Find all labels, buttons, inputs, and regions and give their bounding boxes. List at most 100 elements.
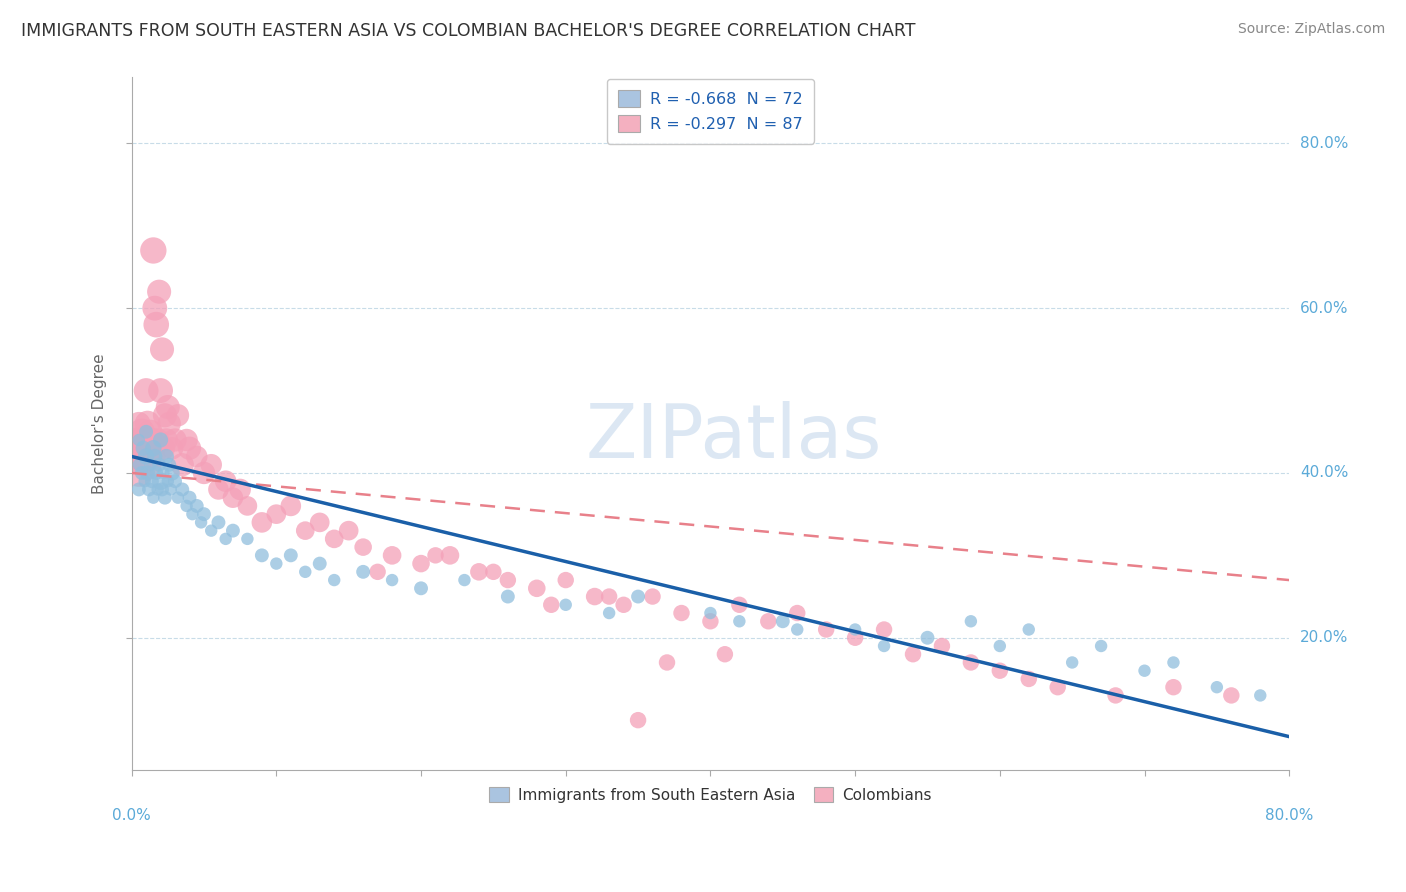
Point — [1018, 672, 1040, 686]
Point — [143, 301, 166, 315]
Point — [844, 631, 866, 645]
Point — [222, 491, 245, 505]
Point — [127, 433, 149, 447]
Point — [598, 606, 620, 620]
Point — [699, 606, 721, 620]
Text: 80.0%: 80.0% — [1265, 808, 1313, 823]
Text: 20.0%: 20.0% — [1301, 631, 1348, 645]
Point — [613, 598, 636, 612]
Point — [139, 458, 162, 472]
Point — [139, 458, 162, 472]
Text: 60.0%: 60.0% — [1301, 301, 1348, 316]
Point — [844, 623, 866, 637]
Point — [141, 433, 163, 447]
Point — [540, 598, 562, 612]
Point — [145, 466, 167, 480]
Point — [155, 450, 177, 464]
Point — [139, 425, 162, 439]
Point — [627, 590, 650, 604]
Point — [786, 606, 808, 620]
Point — [425, 549, 447, 563]
Point — [163, 474, 186, 488]
Point — [323, 573, 346, 587]
Point — [146, 483, 169, 497]
Point — [207, 516, 229, 530]
Point — [160, 442, 183, 456]
Point — [756, 614, 779, 628]
Legend: Immigrants from South Eastern Asia, Colombians: Immigrants from South Eastern Asia, Colo… — [481, 780, 939, 811]
Point — [172, 458, 194, 472]
Point — [200, 458, 222, 472]
Point — [159, 483, 181, 497]
Point — [1062, 656, 1084, 670]
Point — [352, 565, 374, 579]
Point — [176, 433, 198, 447]
Point — [439, 549, 461, 563]
Point — [179, 491, 201, 505]
Point — [157, 458, 180, 472]
Point — [128, 483, 150, 497]
Point — [135, 450, 157, 464]
Point — [148, 285, 170, 299]
Text: 40.0%: 40.0% — [1301, 466, 1348, 481]
Point — [960, 614, 983, 628]
Point — [468, 565, 491, 579]
Point — [308, 557, 330, 571]
Point — [176, 499, 198, 513]
Point — [381, 549, 404, 563]
Point — [128, 442, 150, 456]
Point — [1249, 689, 1271, 703]
Point — [1018, 623, 1040, 637]
Point — [308, 516, 330, 530]
Point — [153, 409, 176, 423]
Point — [149, 433, 172, 447]
Point — [554, 573, 576, 587]
Point — [142, 450, 165, 464]
Point — [135, 433, 157, 447]
Point — [152, 442, 174, 456]
Point — [136, 466, 159, 480]
Point — [207, 483, 229, 497]
Point — [131, 425, 153, 439]
Point — [598, 590, 620, 604]
Point — [266, 507, 288, 521]
Point — [671, 606, 693, 620]
Point — [728, 614, 751, 628]
Point — [128, 466, 150, 480]
Point — [988, 639, 1011, 653]
Point — [179, 442, 201, 456]
Point — [132, 442, 155, 456]
Point — [142, 442, 165, 456]
Point — [215, 532, 238, 546]
Point — [409, 582, 432, 596]
Point — [190, 516, 212, 530]
Point — [250, 549, 273, 563]
Point — [337, 524, 360, 538]
Point — [917, 631, 939, 645]
Point — [128, 458, 150, 472]
Point — [815, 623, 838, 637]
Point — [149, 384, 172, 398]
Point — [155, 433, 177, 447]
Point — [128, 433, 150, 447]
Point — [236, 499, 259, 513]
Point — [150, 483, 173, 497]
Point — [156, 474, 179, 488]
Point — [134, 450, 156, 464]
Point — [129, 442, 152, 456]
Point — [496, 573, 519, 587]
Point — [409, 557, 432, 571]
Point — [148, 458, 170, 472]
Point — [786, 623, 808, 637]
Point — [1220, 689, 1243, 703]
Point — [266, 557, 288, 571]
Point — [627, 713, 650, 727]
Point — [152, 466, 174, 480]
Text: ZIPatlas: ZIPatlas — [585, 401, 882, 474]
Text: 80.0%: 80.0% — [1301, 136, 1348, 151]
Point — [655, 656, 678, 670]
Point — [167, 409, 190, 423]
Point — [931, 639, 953, 653]
Point — [772, 614, 794, 628]
Point — [160, 466, 183, 480]
